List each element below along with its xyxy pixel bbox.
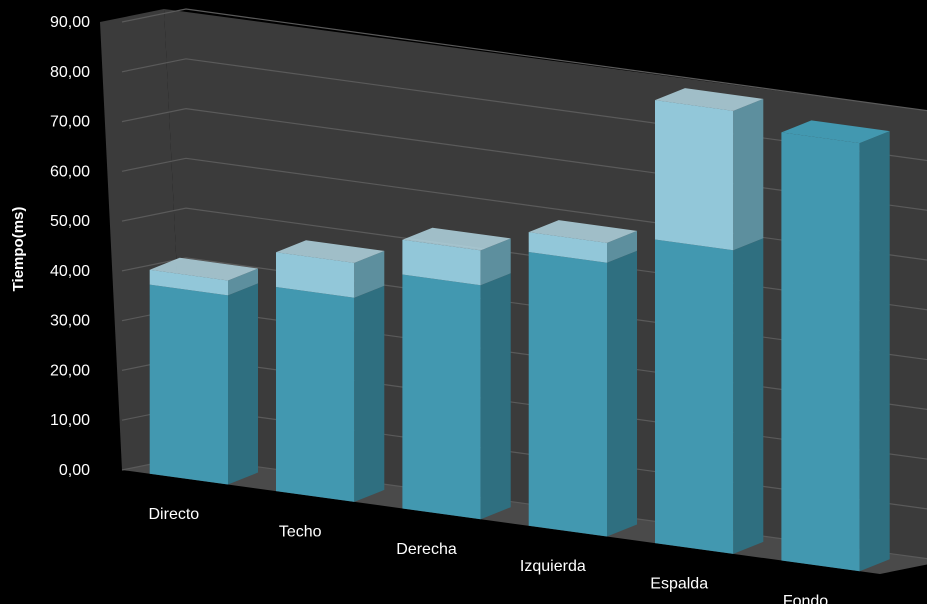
x-tick-label: Fondo [783, 593, 828, 604]
y-axis-ticks: 0,00 10,00 20,00 30,00 40,00 50,00 60,00 70,00 8… [50, 14, 90, 479]
bar-segment-side [607, 250, 637, 537]
bars [149, 88, 890, 572]
y-tick-label: 80,00 [50, 64, 90, 81]
bar-segment-front [655, 239, 734, 554]
bar-top [528, 220, 637, 243]
x-tick-label: Techo [279, 523, 322, 540]
y-tick-label: 60,00 [50, 163, 90, 180]
bar-top [781, 120, 890, 144]
x-tick-label: Directo [149, 506, 200, 523]
y-tick-label: 40,00 [50, 263, 90, 280]
y-tick-label: 50,00 [50, 213, 90, 230]
y-tick-label: 90,00 [50, 14, 90, 31]
gridline [121, 8, 927, 112]
y-tick-label: 20,00 [50, 362, 90, 379]
bar-segment-side [354, 250, 385, 298]
bar-segment-front [402, 274, 481, 520]
y-tick-label: 70,00 [50, 114, 90, 131]
bar-segment-side [228, 268, 258, 296]
bar-top [149, 257, 258, 281]
bar-segment-side [354, 285, 385, 502]
bar-segment-front [402, 239, 481, 286]
x-tick-label: Derecha [396, 541, 457, 558]
bar-segment-side [480, 273, 511, 520]
x-tick-label: Izquierda [520, 558, 586, 575]
bar-top [276, 240, 385, 263]
bar-segment-front [528, 252, 607, 537]
bar-segment-front [149, 284, 228, 485]
bar-segment-side [480, 238, 511, 286]
bar-group-izquierda [528, 220, 637, 537]
y-tick-label: 0,00 [59, 462, 90, 479]
y-tick-label: 10,00 [50, 412, 90, 429]
bar-group-directo [149, 257, 258, 485]
bar-segment-front [276, 287, 355, 502]
bar-segment-front [655, 100, 734, 251]
bar-group-derecha [402, 227, 511, 520]
x-axis-categories: Directo Techo Derecha Izquierda Espalda Fondo [149, 506, 829, 604]
bar-segment-front [781, 132, 860, 572]
bar-segment-side [607, 230, 637, 263]
bar-group-techo [276, 240, 385, 502]
bar-segment-front [276, 252, 355, 298]
bar-segment-front [528, 232, 607, 263]
bar-segment-side [859, 131, 890, 572]
bar-segment-front [149, 269, 228, 296]
x-tick-label: Espalda [650, 575, 708, 592]
y-axis-label: Tiempo(ms) [10, 207, 27, 292]
bar-top [402, 227, 511, 251]
bar-segment-side [733, 98, 764, 251]
bar-top [655, 88, 764, 111]
y-tick-label: 30,00 [50, 313, 90, 330]
bar-group-espalda [655, 88, 764, 554]
bar-group-fondo [781, 120, 890, 572]
bar-segment-side [733, 238, 764, 554]
bar-segment-side [228, 283, 258, 485]
